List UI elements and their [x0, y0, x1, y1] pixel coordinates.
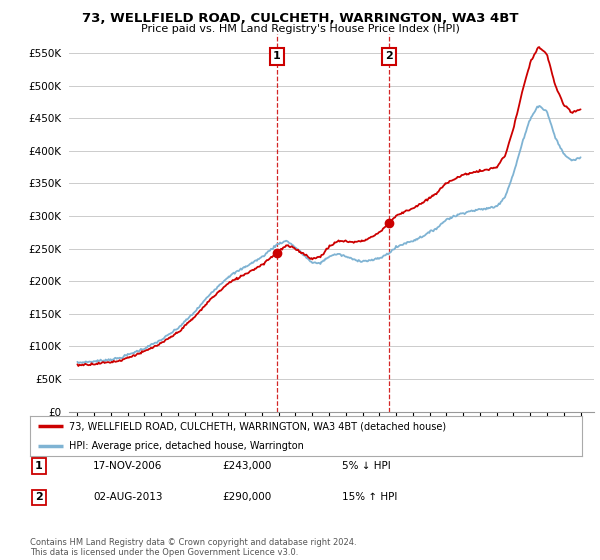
Text: HPI: Average price, detached house, Warrington: HPI: Average price, detached house, Warr… [68, 441, 304, 451]
Text: 02-AUG-2013: 02-AUG-2013 [93, 492, 163, 502]
Text: £243,000: £243,000 [222, 461, 271, 471]
Text: 1: 1 [35, 461, 43, 471]
Text: 5% ↓ HPI: 5% ↓ HPI [342, 461, 391, 471]
Text: 15% ↑ HPI: 15% ↑ HPI [342, 492, 397, 502]
Text: 2: 2 [385, 52, 393, 62]
Text: Price paid vs. HM Land Registry's House Price Index (HPI): Price paid vs. HM Land Registry's House … [140, 24, 460, 34]
Text: 73, WELLFIELD ROAD, CULCHETH, WARRINGTON, WA3 4BT: 73, WELLFIELD ROAD, CULCHETH, WARRINGTON… [82, 12, 518, 25]
Text: 17-NOV-2006: 17-NOV-2006 [93, 461, 163, 471]
Text: 73, WELLFIELD ROAD, CULCHETH, WARRINGTON, WA3 4BT (detached house): 73, WELLFIELD ROAD, CULCHETH, WARRINGTON… [68, 421, 446, 431]
Text: 1: 1 [273, 52, 281, 62]
Text: £290,000: £290,000 [222, 492, 271, 502]
Text: Contains HM Land Registry data © Crown copyright and database right 2024.
This d: Contains HM Land Registry data © Crown c… [30, 538, 356, 557]
Text: 2: 2 [35, 492, 43, 502]
